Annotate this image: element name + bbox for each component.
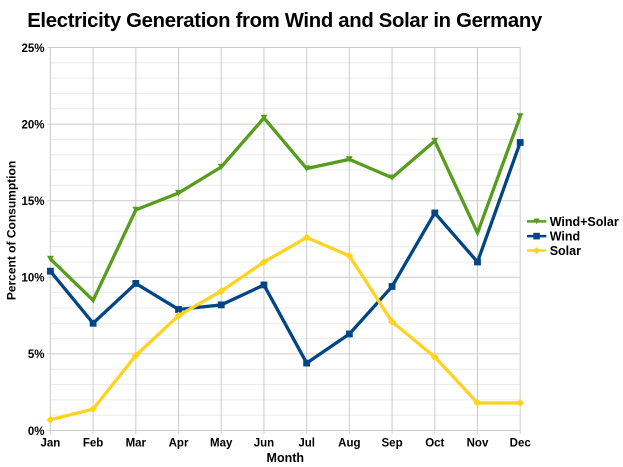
svg-text:Feb: Feb — [83, 437, 103, 449]
svg-text:Jun: Jun — [254, 437, 274, 449]
svg-text:25%: 25% — [21, 43, 44, 55]
svg-text:Jan: Jan — [40, 437, 60, 449]
svg-text:20%: 20% — [21, 119, 44, 131]
svg-text:Sep: Sep — [382, 437, 403, 449]
svg-text:Electricity Generation from Wi: Electricity Generation from Wind and Sol… — [27, 10, 543, 32]
svg-text:10%: 10% — [21, 273, 44, 285]
svg-text:Aug: Aug — [338, 437, 360, 449]
svg-text:Jul: Jul — [298, 437, 315, 449]
svg-text:Nov: Nov — [467, 437, 489, 449]
svg-text:Oct: Oct — [425, 437, 444, 449]
svg-text:Wind: Wind — [550, 229, 580, 243]
svg-text:Wind+Solar: Wind+Solar — [550, 215, 619, 229]
svg-text:5%: 5% — [28, 349, 45, 361]
svg-text:Mar: Mar — [126, 437, 147, 449]
svg-text:Dec: Dec — [510, 437, 532, 449]
svg-text:Apr: Apr — [169, 437, 189, 449]
svg-text:May: May — [210, 437, 233, 449]
svg-text:Percent of Consumption: Percent of Consumption — [5, 161, 19, 300]
svg-text:Month: Month — [267, 451, 304, 465]
svg-text:Solar: Solar — [550, 244, 581, 258]
svg-text:0%: 0% — [28, 426, 45, 438]
svg-text:15%: 15% — [21, 196, 44, 208]
